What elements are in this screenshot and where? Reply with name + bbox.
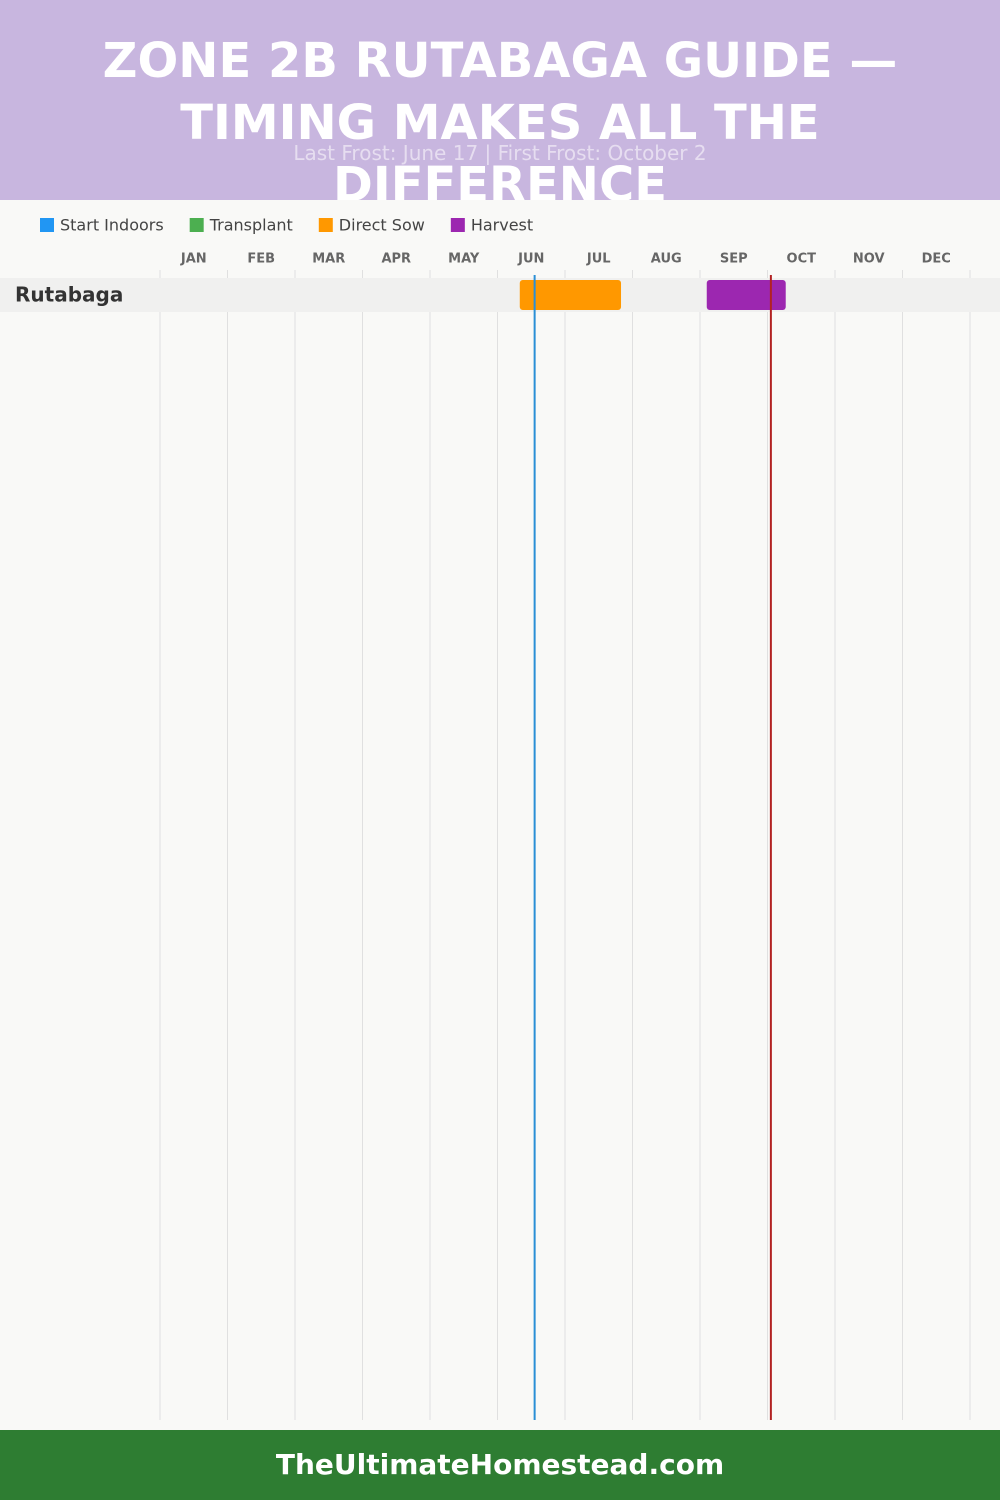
month-label: DEC — [922, 252, 951, 267]
month-label: JAN — [180, 252, 207, 267]
month-label: OCT — [787, 252, 817, 267]
month-label: FEB — [247, 252, 275, 267]
legend-label: Harvest — [471, 216, 533, 235]
month-label: MAR — [312, 252, 345, 267]
month-label: AUG — [651, 252, 682, 267]
header: Last Frost: June 17 | First Frost: Octob… — [0, 0, 1000, 200]
month-label: NOV — [853, 252, 885, 267]
month-label: JUN — [517, 252, 544, 267]
row-label: Rutabaga — [15, 283, 123, 307]
bar — [519, 280, 622, 310]
month-label: MAY — [448, 252, 480, 267]
legend-swatch — [40, 218, 54, 232]
title: ZONE 2B RUTABAGA GUIDE — TIMING MAKES AL… — [102, 33, 898, 200]
month-label: SEP — [720, 252, 748, 267]
footer: TheUltimateHomestead.com — [0, 1430, 1000, 1500]
chart: Start Indoors Transplant Direct Sow Harvest… — [0, 216, 1000, 1420]
subtitle: Last Frost: June 17 | First Frost: Octob… — [293, 141, 707, 165]
legend-swatch — [450, 218, 465, 232]
legend-swatch — [318, 218, 333, 232]
legend-label: Direct Sow — [339, 216, 425, 235]
legend-label: Start Indoors — [60, 216, 164, 235]
legend-swatch — [189, 218, 204, 232]
legend-label: Transplant — [209, 216, 293, 235]
month-label: APR — [381, 252, 411, 267]
month-label: JUL — [586, 252, 611, 267]
row-band — [0, 278, 1000, 312]
bar — [706, 280, 786, 310]
